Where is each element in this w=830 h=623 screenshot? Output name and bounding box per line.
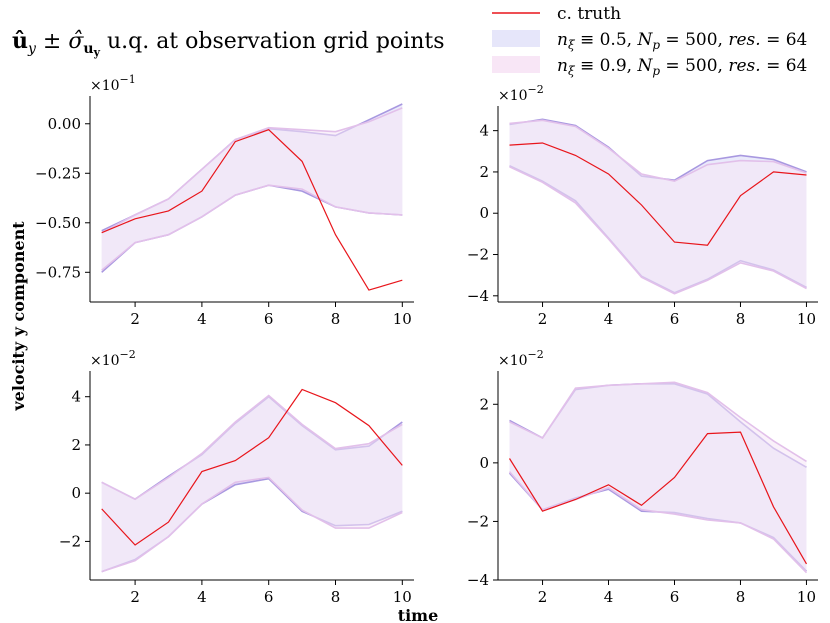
y-tick-label: −0.25 (35, 164, 81, 182)
band2-lower-line (509, 166, 807, 295)
legend-band1-swatch (492, 30, 540, 47)
band2-area (509, 120, 807, 294)
band2-upper-line (509, 119, 807, 183)
title-u-hat: û (12, 28, 28, 54)
panel-bottom-right: 2 4 6 8 10 2 0 −2 −4 ×10−2 (467, 348, 818, 606)
x-tick-label: 10 (393, 310, 412, 328)
title-pm: ± (36, 29, 68, 54)
truth-line (508, 431, 808, 565)
x-tick-label: 10 (393, 588, 412, 606)
panel-bottom-left: 2 4 6 8 10 4 2 0 −2 ×10−2 (59, 348, 414, 606)
legend-band2-swatch (492, 56, 540, 73)
y-tick-label: 0 (71, 484, 81, 502)
x-tick-label: 4 (197, 310, 207, 328)
y-tick-label: −4 (467, 287, 489, 305)
y-tick-label: 2 (479, 163, 489, 181)
truth-line (101, 388, 403, 546)
x-tick-label: 8 (736, 310, 746, 328)
band2-upper-line (101, 394, 403, 501)
legend-truth-label: c. truth (557, 4, 621, 24)
y-scale-factor: ×10−2 (90, 348, 136, 369)
x-tick-label: 6 (670, 310, 680, 328)
band2-lower-line (101, 184, 403, 271)
y-tick-label: −2 (467, 512, 489, 530)
y-tick-label: 4 (71, 388, 81, 406)
x-tick-label: 2 (130, 588, 140, 606)
x-tick-label: 6 (264, 588, 274, 606)
band2-area (101, 395, 403, 572)
title-rest: u.q. at observation grid points (100, 29, 445, 54)
truth-line (509, 142, 807, 246)
x-tick-label: 6 (264, 310, 274, 328)
band2-upper-line (509, 381, 807, 463)
legend-band2-label: nξ ≡ 0.9, Np = 500, res. = 64 (557, 56, 807, 78)
x-tick-label: 6 (670, 588, 680, 606)
x-tick-label: 4 (604, 310, 614, 328)
band2-lower-line (101, 476, 403, 573)
title-sigma-subsub: y (93, 46, 101, 59)
y-tick-label: −0.50 (35, 214, 81, 232)
y-scale-factor: ×10−2 (498, 83, 544, 104)
x-tick-label: 4 (604, 588, 614, 606)
title-sigma-sub: u (83, 41, 93, 57)
x-tick-label: 10 (797, 310, 816, 328)
y-tick-label: −2 (467, 246, 489, 264)
panel-top-left: 2 4 6 8 10 0.00 −0.25 −0.50 −0.75 ×10−1 (35, 73, 414, 328)
y-scale-factor: ×10−2 (498, 348, 544, 369)
x-tick-label: 8 (331, 310, 341, 328)
y-tick-label: −4 (467, 571, 489, 589)
title-u-sub: y (27, 41, 37, 57)
y-tick-label: 0 (479, 204, 489, 222)
y-scale-factor: ×10−1 (90, 73, 136, 94)
y-tick-label: 0 (479, 454, 489, 472)
x-tick-label: 8 (331, 588, 341, 606)
band2-upper-line (101, 107, 403, 234)
legend-band1-label: nξ ≡ 0.5, Np = 500, res. = 64 (557, 30, 807, 52)
legend: c. truth nξ ≡ 0.5, Np = 500, res. = 64 n… (492, 4, 807, 78)
x-axis-label: time (398, 606, 439, 623)
y-tick-label: 4 (479, 122, 489, 140)
band2-area (101, 107, 403, 271)
y-tick-label: 0.00 (48, 115, 81, 133)
y-tick-label: −0.75 (35, 263, 81, 281)
figure-title: ûy ± σ̂uy u.q. at observation grid point… (12, 28, 445, 59)
x-tick-label: 10 (797, 588, 816, 606)
x-tick-label: 2 (130, 310, 140, 328)
x-tick-label: 2 (538, 588, 548, 606)
x-tick-label: 8 (736, 588, 746, 606)
truth-line (101, 129, 403, 291)
y-tick-label: 2 (479, 395, 489, 413)
y-tick-label: −2 (59, 532, 81, 550)
title-sigma-hat: σ̂ (68, 29, 84, 54)
y-axis-label: velocity y component (9, 221, 28, 412)
band2-lower-line (508, 471, 808, 574)
y-tick-label: 2 (71, 436, 81, 454)
x-tick-label: 2 (538, 310, 548, 328)
band2-area (509, 382, 807, 573)
panel-top-right: 2 4 6 8 10 4 2 0 −2 −4 ×10−2 (467, 83, 818, 328)
x-tick-label: 4 (197, 588, 207, 606)
